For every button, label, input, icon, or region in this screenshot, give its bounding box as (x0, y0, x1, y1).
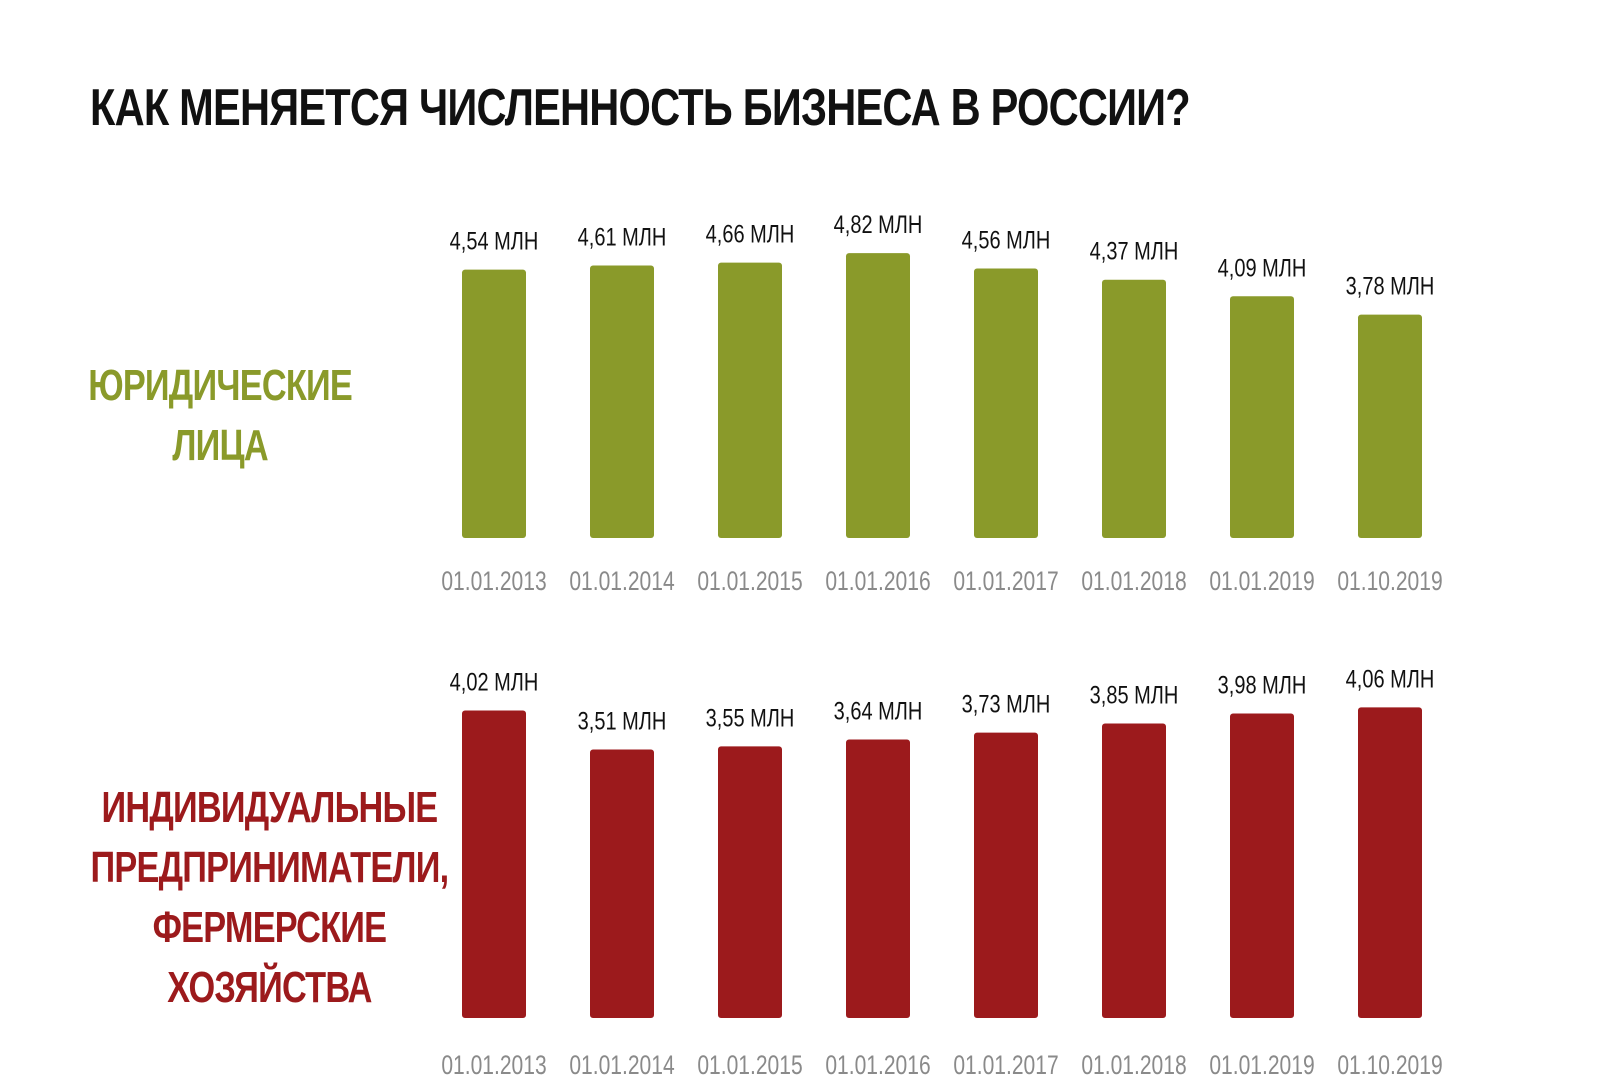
value-label-ip-0: 4,02 МЛН (450, 668, 539, 696)
tick-label-ip-3: 01.01.2016 (825, 1051, 930, 1081)
entrepreneurs-label: ИНДИВИДУАЛЬНЫЕ ПРЕДПРИНИМАТЕЛИ, ФЕРМЕРСК… (40, 778, 449, 1018)
legal-entities-label-line-1: ЮРИДИЧЕСКИЕ (88, 361, 353, 410)
value-label-legal-1: 4,61 МЛН (578, 223, 667, 251)
value-label-legal-3: 4,82 МЛН (834, 211, 923, 239)
value-label-legal-4: 4,56 МЛН (962, 226, 1051, 254)
value-label-ip-1: 3,51 МЛН (578, 707, 667, 735)
tick-label-ip-6: 01.01.2019 (1209, 1051, 1314, 1081)
tick-label-ip-5: 01.01.2018 (1081, 1051, 1186, 1081)
value-label-ip-7: 4,06 МЛН (1346, 665, 1435, 693)
bar-legal-3 (846, 253, 910, 538)
bar-ip-5 (1102, 723, 1166, 1018)
bar-ip-6 (1230, 713, 1294, 1018)
tick-label-legal-7: 01.10.2019 (1337, 567, 1442, 597)
bar-legal-4 (974, 268, 1038, 538)
tick-label-legal-4: 01.01.2017 (953, 567, 1058, 597)
value-label-ip-3: 3,64 МЛН (834, 697, 923, 725)
legal-entities-label: ЮРИДИЧЕСКИЕ ЛИЦА (40, 356, 400, 476)
bar-legal-5 (1102, 279, 1166, 538)
value-label-legal-6: 4,09 МЛН (1218, 254, 1307, 282)
value-label-legal-2: 4,66 МЛН (706, 221, 795, 249)
tick-label-legal-0: 01.01.2013 (441, 567, 546, 597)
value-label-ip-4: 3,73 МЛН (962, 691, 1051, 719)
page-title: КАК МЕНЯЕТСЯ ЧИСЛЕННОСТЬ БИЗНЕСА В РОССИ… (90, 79, 1191, 137)
value-label-legal-0: 4,54 МЛН (450, 228, 539, 256)
bar-legal-7 (1358, 314, 1422, 538)
value-label-ip-2: 3,55 МЛН (706, 704, 795, 732)
legal-entities-label-line-2: ЛИЦА (172, 421, 268, 470)
tick-label-ip-4: 01.01.2017 (953, 1051, 1058, 1081)
value-label-legal-5: 4,37 МЛН (1090, 238, 1179, 266)
tick-label-legal-5: 01.01.2018 (1081, 567, 1186, 597)
chart-legal: 4,54 МЛН 01.01.2013 4,61 МЛН 01.01.2014 4,66… (441, 211, 1442, 597)
entrepreneurs-label-line-1: ИНДИВИДУАЛЬНЫЕ (101, 783, 438, 832)
bar-ip-7 (1358, 707, 1422, 1018)
bar-ip-1 (590, 749, 654, 1018)
bar-legal-6 (1230, 296, 1294, 538)
bar-legal-1 (590, 265, 654, 538)
tick-label-ip-1: 01.01.2014 (569, 1051, 674, 1081)
tick-label-legal-2: 01.01.2015 (697, 567, 802, 597)
tick-label-legal-3: 01.01.2016 (825, 567, 930, 597)
chart-ip: 4,02 МЛН 01.01.2013 3,51 МЛН 01.01.2014 3,55… (441, 665, 1442, 1080)
value-label-legal-7: 3,78 МЛН (1346, 273, 1435, 301)
tick-label-ip-0: 01.01.2013 (441, 1051, 546, 1081)
tick-label-legal-1: 01.01.2014 (569, 567, 674, 597)
bar-ip-4 (974, 732, 1038, 1018)
bar-legal-0 (462, 269, 526, 538)
bar-ip-3 (846, 739, 910, 1018)
value-label-ip-6: 3,98 МЛН (1218, 671, 1307, 699)
bar-ip-0 (462, 710, 526, 1018)
bar-ip-2 (718, 746, 782, 1018)
entrepreneurs-label-line-2: ПРЕДПРИНИМАТЕЛИ, (90, 843, 449, 892)
tick-label-ip-2: 01.01.2015 (697, 1051, 802, 1081)
tick-label-legal-6: 01.01.2019 (1209, 567, 1314, 597)
bar-legal-2 (718, 262, 782, 538)
entrepreneurs-label-line-4: ХОЗЯЙСТВА (167, 963, 372, 1012)
tick-label-ip-7: 01.10.2019 (1337, 1051, 1442, 1081)
value-label-ip-5: 3,85 МЛН (1090, 681, 1179, 709)
entrepreneurs-label-line-3: ФЕРМЕРСКИЕ (152, 903, 387, 952)
